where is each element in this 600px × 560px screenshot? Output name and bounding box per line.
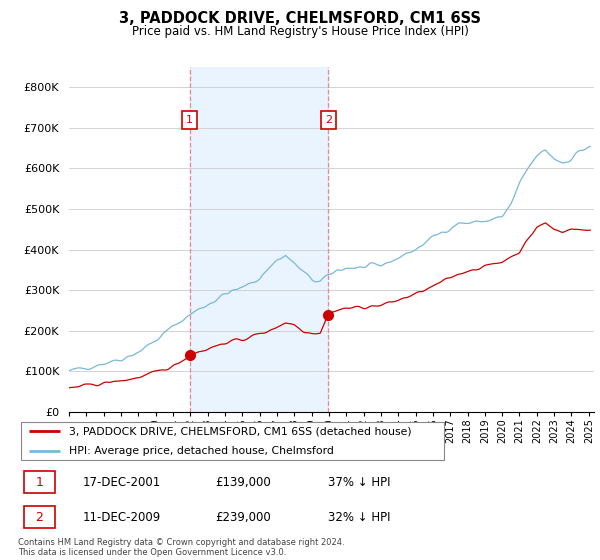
FancyBboxPatch shape	[23, 472, 55, 493]
FancyBboxPatch shape	[21, 422, 444, 460]
FancyBboxPatch shape	[23, 506, 55, 528]
Text: 32% ↓ HPI: 32% ↓ HPI	[328, 511, 391, 524]
Text: 2: 2	[35, 511, 43, 524]
Text: 1: 1	[35, 476, 43, 489]
Text: 17-DEC-2001: 17-DEC-2001	[83, 476, 161, 489]
Text: £239,000: £239,000	[215, 511, 271, 524]
Text: HPI: Average price, detached house, Chelmsford: HPI: Average price, detached house, Chel…	[69, 446, 334, 456]
Text: Price paid vs. HM Land Registry's House Price Index (HPI): Price paid vs. HM Land Registry's House …	[131, 25, 469, 38]
Text: 2: 2	[325, 115, 332, 125]
Text: 1: 1	[186, 115, 193, 125]
Text: 11-DEC-2009: 11-DEC-2009	[83, 511, 161, 524]
Text: 3, PADDOCK DRIVE, CHELMSFORD, CM1 6SS (detached house): 3, PADDOCK DRIVE, CHELMSFORD, CM1 6SS (d…	[69, 426, 412, 436]
Text: 3, PADDOCK DRIVE, CHELMSFORD, CM1 6SS: 3, PADDOCK DRIVE, CHELMSFORD, CM1 6SS	[119, 11, 481, 26]
Bar	[190, 67, 328, 412]
Text: £139,000: £139,000	[215, 476, 271, 489]
Text: Contains HM Land Registry data © Crown copyright and database right 2024.
This d: Contains HM Land Registry data © Crown c…	[18, 538, 344, 557]
Text: 37% ↓ HPI: 37% ↓ HPI	[328, 476, 391, 489]
